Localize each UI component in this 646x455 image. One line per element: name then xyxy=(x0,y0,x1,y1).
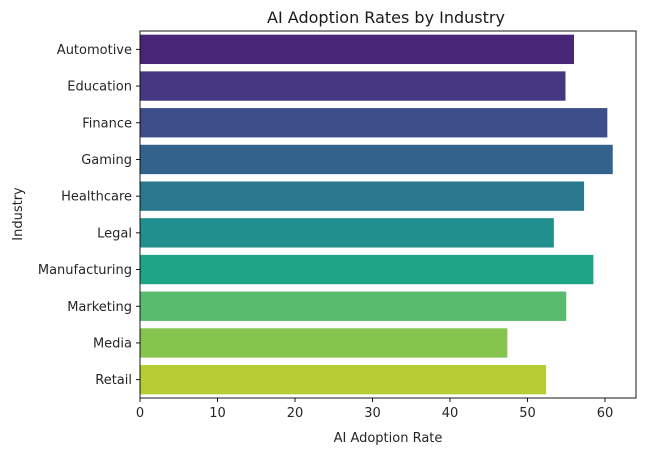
x-tick-label: 20 xyxy=(287,406,304,421)
x-tick-label: 40 xyxy=(442,406,459,421)
bar-retail xyxy=(140,364,547,395)
y-tick-label-healthcare: Healthcare xyxy=(61,190,132,205)
bar-manufacturing xyxy=(140,254,594,285)
bar-media xyxy=(140,328,508,358)
x-tick-label: 0 xyxy=(136,406,144,421)
bar-marketing xyxy=(140,291,567,321)
y-tick-label-gaming: Gaming xyxy=(81,153,132,168)
x-tick-label: 50 xyxy=(519,406,536,421)
bar-healthcare xyxy=(140,181,585,211)
y-tick-label-media: Media xyxy=(93,336,132,351)
x-axis-title: AI Adoption Rate xyxy=(334,431,443,446)
bars-group xyxy=(140,34,613,395)
bar-education xyxy=(140,71,566,101)
y-tick-label-retail: Retail xyxy=(95,373,132,388)
bar-automotive xyxy=(140,34,574,65)
y-tick-label-manufacturing: Manufacturing xyxy=(38,263,132,278)
y-axis-title: Industry xyxy=(11,187,26,241)
bar-gaming xyxy=(140,144,613,175)
x-tick-label: 30 xyxy=(364,406,381,421)
x-tick-label: 10 xyxy=(209,406,226,421)
bar-legal xyxy=(140,218,554,248)
y-tick-label-finance: Finance xyxy=(82,116,132,131)
y-tick-label-marketing: Marketing xyxy=(67,300,132,315)
x-tick-label: 60 xyxy=(597,406,614,421)
x-ticks: 0 10 20 30 40 50 60 xyxy=(136,398,613,421)
y-tick-label-education: Education xyxy=(67,80,132,95)
plot-frame xyxy=(139,30,637,399)
y-tick-label-legal: Legal xyxy=(97,226,132,241)
chart-title: AI Adoption Rates by Industry xyxy=(267,8,505,27)
y-tick-labels: Automotive Education Finance Gaming Healthca… xyxy=(38,43,140,388)
y-tick-label-automotive: Automotive xyxy=(57,43,132,58)
bar-finance xyxy=(140,108,608,138)
